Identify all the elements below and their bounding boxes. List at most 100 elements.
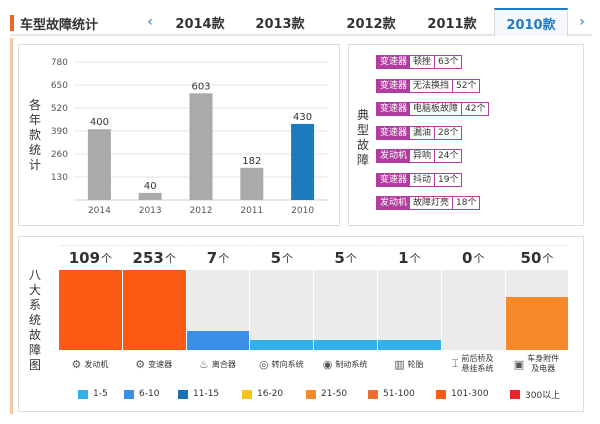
fault-tag: 发动机 <box>377 197 411 209</box>
system-label-text: 变速器 <box>148 359 173 369</box>
system-label: ▥ 轮胎 <box>377 352 441 376</box>
fault-count: 18个 <box>452 197 480 209</box>
body-icon: ▣ <box>513 357 525 371</box>
system-label-text: 转向系统 <box>271 359 304 369</box>
system-label: ◎ 转向系统 <box>249 352 313 376</box>
fault-desc: 电脑板故障 <box>410 103 462 115</box>
legend-label: 16-20 <box>257 389 284 399</box>
system-count-value: 7 <box>206 249 218 267</box>
system-fill-bar <box>122 270 186 350</box>
fault-count: 42个 <box>461 103 489 115</box>
legend-label: 101-300 <box>451 389 489 399</box>
system-label: ♨ 离合器 <box>186 352 250 376</box>
legend-swatch <box>78 389 88 399</box>
system-count-unit: 个 <box>409 252 421 265</box>
system-count-value: 0 <box>461 249 473 267</box>
bar-value-label: 603 <box>191 81 210 92</box>
bar-2011 <box>240 167 264 200</box>
legend-item: 16-20 <box>242 387 283 401</box>
fault-desc: 抖动 <box>410 173 435 186</box>
legend-label: 6-10 <box>139 389 160 399</box>
tab-2014[interactable]: 2014款 <box>175 16 225 32</box>
fault-item[interactable]: 发动机 故障灯亮 18个 <box>376 196 481 210</box>
x-tick-label: 2013 <box>139 206 162 216</box>
system-count-value: 1 <box>398 249 409 267</box>
legend-swatch <box>510 389 520 399</box>
tab-2013[interactable]: 2013款 <box>255 16 305 32</box>
system-count-value: 5 <box>270 249 281 267</box>
x-tick-label: 2011 <box>240 206 263 216</box>
fault-item[interactable]: 变速器 无法换挡 52个 <box>376 78 481 93</box>
x-tick-label: 2014 <box>88 206 111 216</box>
system-count-unit: 个 <box>164 252 176 265</box>
fault-desc: 无法换挡 <box>410 79 453 92</box>
system-label-text: 前后桥及 悬挂系统 <box>461 354 494 373</box>
legend-swatch <box>306 389 316 399</box>
system-label: ⚙ 变速器 <box>122 352 186 376</box>
fault-tag: 变速器 <box>377 126 411 139</box>
fault-item[interactable]: 变速器 顿挫 63个 <box>376 55 463 69</box>
fault-item[interactable]: 变速器 电脑板故障 42个 <box>376 102 490 116</box>
fault-item[interactable]: 变速器 抖动 19个 <box>376 172 463 187</box>
clutch-icon: ♨ <box>199 357 209 371</box>
system-label: ◉ 制动系统 <box>313 352 377 376</box>
system-count-value: 5 <box>334 249 345 267</box>
legend-swatch <box>368 389 378 399</box>
system-label-text: 轮胎 <box>407 359 424 369</box>
next-arrow-icon[interactable]: › <box>579 14 585 30</box>
legend-item: 6-10 <box>124 387 159 401</box>
x-tick-label: 2012 <box>190 206 213 216</box>
legend-item: 21-50 <box>306 387 347 401</box>
header-bar: 车型故障统计 ‹ 2014款 2013款 2012款 2011款 2010款 › <box>10 8 592 38</box>
bar-value-label: 430 <box>293 112 312 123</box>
legend-label: 1-5 <box>93 389 108 399</box>
system-fill-bar <box>314 340 377 350</box>
system-fill-bar <box>505 297 569 350</box>
section-title: 车型故障统计 <box>10 10 98 36</box>
tab-2011[interactable]: 2011款 <box>427 16 477 32</box>
bar-2014 <box>87 129 111 200</box>
fault-count: 24个 <box>434 150 462 162</box>
fault-tag: 发动机 <box>377 150 411 162</box>
typical-side-label: 典型故障 <box>356 108 369 167</box>
system-count-unit: 个 <box>345 252 357 265</box>
fault-desc: 漏油 <box>410 126 435 139</box>
legend-item: 1-5 <box>78 387 108 401</box>
tab-2012[interactable]: 2012款 <box>346 16 396 32</box>
gearbox-icon: ⚙ <box>135 357 146 371</box>
steering-icon: ◎ <box>258 357 269 371</box>
tab-2010[interactable]: 2010款 <box>494 8 568 38</box>
fault-item[interactable]: 变速器 漏油 28个 <box>376 125 463 140</box>
y-tick-label: 260 <box>51 150 68 160</box>
system-count-unit: 个 <box>542 252 554 265</box>
fault-tag: 变速器 <box>377 56 411 68</box>
fault-item[interactable]: 发动机 异响 24个 <box>376 149 463 163</box>
y-tick-label: 650 <box>51 81 68 91</box>
system-label-text: 制动系统 <box>335 359 368 369</box>
legend-swatch <box>178 389 188 399</box>
yearly-side-label: 各年款统计 <box>28 98 41 172</box>
system-fill-bar <box>186 330 250 350</box>
system-count-unit: 个 <box>282 252 293 265</box>
legend-item: 101-300 <box>436 387 489 401</box>
engine-icon: ⚙ <box>71 357 82 371</box>
fault-count: 19个 <box>434 173 462 186</box>
bar-2013 <box>138 192 162 200</box>
system-fill-bar <box>59 270 122 350</box>
legend-swatch <box>436 389 446 399</box>
bar-value-label: 182 <box>242 156 261 167</box>
y-tick-label: 520 <box>51 104 68 114</box>
bar-value-label: 400 <box>90 117 109 128</box>
prev-arrow-icon[interactable]: ‹ <box>147 14 153 30</box>
system-label: ⚙ 发动机 <box>58 352 122 376</box>
title-accent <box>10 15 14 31</box>
bar-2012 <box>189 93 213 200</box>
fault-count: 28个 <box>434 126 462 139</box>
system-count-value: 109 <box>68 249 101 267</box>
y-tick-label: 130 <box>51 173 68 183</box>
system-label-text: 发动机 <box>84 359 109 369</box>
legend-item: 11-15 <box>178 387 219 401</box>
